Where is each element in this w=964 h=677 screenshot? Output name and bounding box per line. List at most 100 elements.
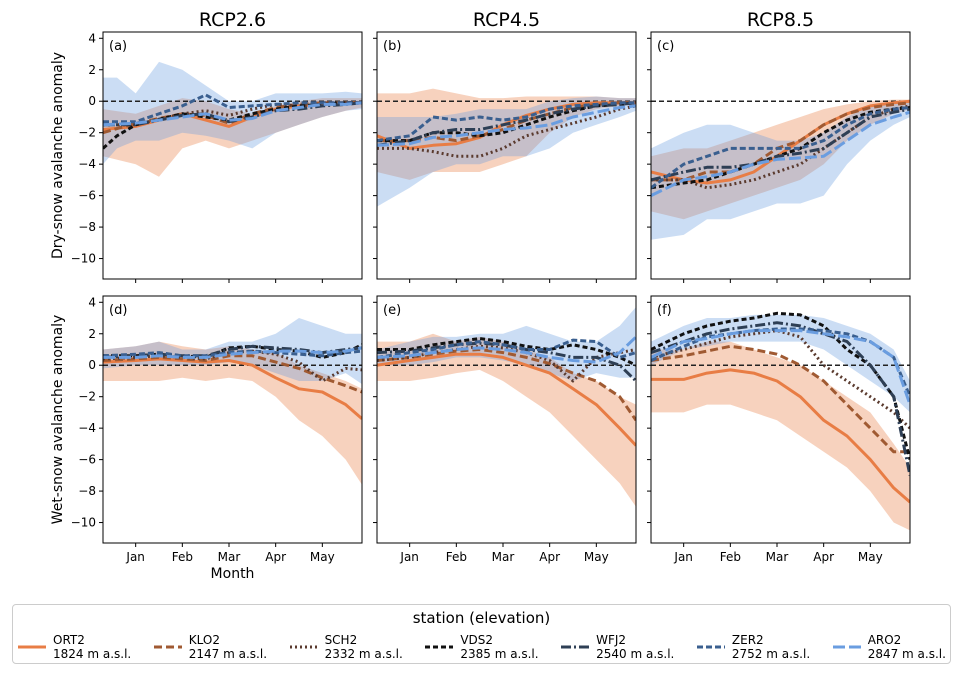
panel-label: (c) xyxy=(657,39,674,54)
y-axis-label: Dry-snow avalanche anomaly xyxy=(50,52,66,259)
x-tick-label: Mar xyxy=(766,550,789,564)
x-tick-label: Feb xyxy=(172,550,193,564)
legend-station-elevation: 2332 m a.s.l. xyxy=(324,647,403,661)
y-tick-label: 0 xyxy=(88,94,96,108)
series-aro2 xyxy=(377,335,636,364)
x-tick-label: Mar xyxy=(218,550,241,564)
series-aro2 xyxy=(377,104,636,147)
y-tick-label: −10 xyxy=(71,252,96,266)
series-zer2 xyxy=(377,101,636,143)
panel-c: (c) xyxy=(647,31,911,283)
legend-station-name: ARO2 xyxy=(867,633,902,647)
y-tick-label: −4 xyxy=(78,421,96,435)
legend-title: station (elevation) xyxy=(412,609,551,627)
series-wfj2 xyxy=(651,321,910,476)
legend-swatch xyxy=(289,645,318,649)
panel-e: (e) Jan Feb Mar Apr May xyxy=(373,295,637,564)
legend-item-ort2: ORT2 1824 m a.s.l. xyxy=(17,633,131,661)
uncertainty-band xyxy=(377,88,636,180)
panel-frame xyxy=(376,295,637,544)
series-ort2 xyxy=(651,368,910,504)
panel-frame xyxy=(650,295,911,544)
panel-f: (f) Jan Feb Mar Apr May xyxy=(647,295,911,564)
legend-item-aro2: ARO2 2847 m a.s.l. xyxy=(832,633,946,661)
panel-frame xyxy=(102,31,363,280)
legend-station-elevation: 2385 m a.s.l. xyxy=(460,647,539,661)
legend-text: ORT2 1824 m a.s.l. xyxy=(53,633,131,661)
series-klo2 xyxy=(651,344,910,454)
series-zer2 xyxy=(103,349,362,358)
series-aro2 xyxy=(103,346,362,359)
series-ort2 xyxy=(103,357,362,420)
y-tick-label: −8 xyxy=(78,484,96,498)
column-title: RCP2.6 xyxy=(199,9,266,31)
y-tick-label: −6 xyxy=(78,453,96,467)
x-tick-label: May xyxy=(858,550,883,564)
uncertainty-band xyxy=(651,341,910,531)
legend-station-elevation: 2147 m a.s.l. xyxy=(188,647,268,661)
panel-b: (b) xyxy=(373,31,637,283)
legend-station-elevation: 2752 m a.s.l. xyxy=(731,647,811,661)
y-tick-label: −2 xyxy=(78,390,96,404)
legend-station-elevation: 2540 m a.s.l. xyxy=(596,647,675,661)
series-klo2 xyxy=(377,348,636,422)
uncertainty-band xyxy=(377,333,636,507)
y-tick-label: 4 xyxy=(88,295,96,309)
x-tick-label: Jan xyxy=(399,550,419,564)
legend-text: KLO2 2147 m a.s.l. xyxy=(189,633,267,661)
legend-text: VDS2 2385 m a.s.l. xyxy=(460,633,538,661)
panel-a: (a) 4 2 0 −2 −4 −6 −8 −10 xyxy=(71,31,363,283)
legend-items: ORT2 1824 m a.s.l. KLO2 2147 m a.s.l. SCH2 23… xyxy=(17,633,946,661)
y-tick-label: 0 xyxy=(88,358,96,372)
panel-frame xyxy=(102,295,363,544)
legend-swatch xyxy=(18,645,46,649)
legend-station-elevation: 1824 m a.s.l. xyxy=(53,647,132,661)
series-zer2 xyxy=(103,93,362,124)
legend-swatch xyxy=(425,645,454,649)
legend-station-name: ORT2 xyxy=(53,633,85,647)
legend-station-name: WFJ2 xyxy=(596,633,627,647)
legend-item-zer2: ZER2 2752 m a.s.l. xyxy=(696,633,810,661)
series-wfj2 xyxy=(377,101,636,147)
legend-station-name: ZER2 xyxy=(731,633,764,647)
panel-label: (b) xyxy=(383,39,401,54)
panel-plot-area xyxy=(103,318,362,485)
y-axis-label: Wet-snow avalanche anomaly xyxy=(50,315,66,525)
y-tick-label: −4 xyxy=(78,157,96,171)
legend-text: WFJ2 2540 m a.s.l. xyxy=(596,633,674,661)
uncertainty-band xyxy=(651,314,910,413)
series-wfj2 xyxy=(103,344,362,359)
legend-item-wfj2: WFJ2 2540 m a.s.l. xyxy=(560,633,674,661)
series-aro2 xyxy=(651,329,910,406)
y-tick-label: −6 xyxy=(78,189,96,203)
panel-label: (e) xyxy=(383,303,401,318)
panel-plot-area xyxy=(377,307,636,507)
legend-swatch xyxy=(561,645,590,649)
legend-station-elevation: 2847 m a.s.l. xyxy=(867,647,946,661)
legend-swatch xyxy=(696,645,725,649)
series-vds2 xyxy=(651,106,910,190)
panel-plot-area xyxy=(377,88,636,207)
panel-label: (d) xyxy=(109,303,127,318)
series-sch2 xyxy=(651,329,910,430)
legend-station-name: KLO2 xyxy=(188,633,220,647)
series-zer2 xyxy=(377,338,636,359)
panel-d: (d) 4 2 0 −2 −4 −6 −8 −10 Jan Feb Mar Apr May xyxy=(71,295,363,564)
uncertainty-band xyxy=(651,101,910,240)
series-sch2 xyxy=(651,104,910,190)
figure: RCP2.6 RCP4.5 RCP8.5 Dry-snow avalanche ano… xyxy=(50,9,911,582)
series-ort2 xyxy=(377,352,636,447)
series-sch2 xyxy=(377,104,636,158)
legend-item-vds2: VDS2 2385 m a.s.l. xyxy=(424,633,539,661)
y-tick-label: 2 xyxy=(88,63,96,77)
legend-swatch xyxy=(153,645,182,649)
y-tick-label: −8 xyxy=(78,220,96,234)
legend-text: SCH2 2332 m a.s.l. xyxy=(325,633,403,661)
x-tick-label: Apr xyxy=(265,550,286,564)
series-vds2 xyxy=(377,337,636,367)
column-title: RCP4.5 xyxy=(473,9,540,31)
y-tick-label: −2 xyxy=(78,126,96,140)
series-zer2 xyxy=(651,106,910,190)
series-wfj2 xyxy=(651,107,910,182)
legend-station-name: SCH2 xyxy=(324,633,358,647)
